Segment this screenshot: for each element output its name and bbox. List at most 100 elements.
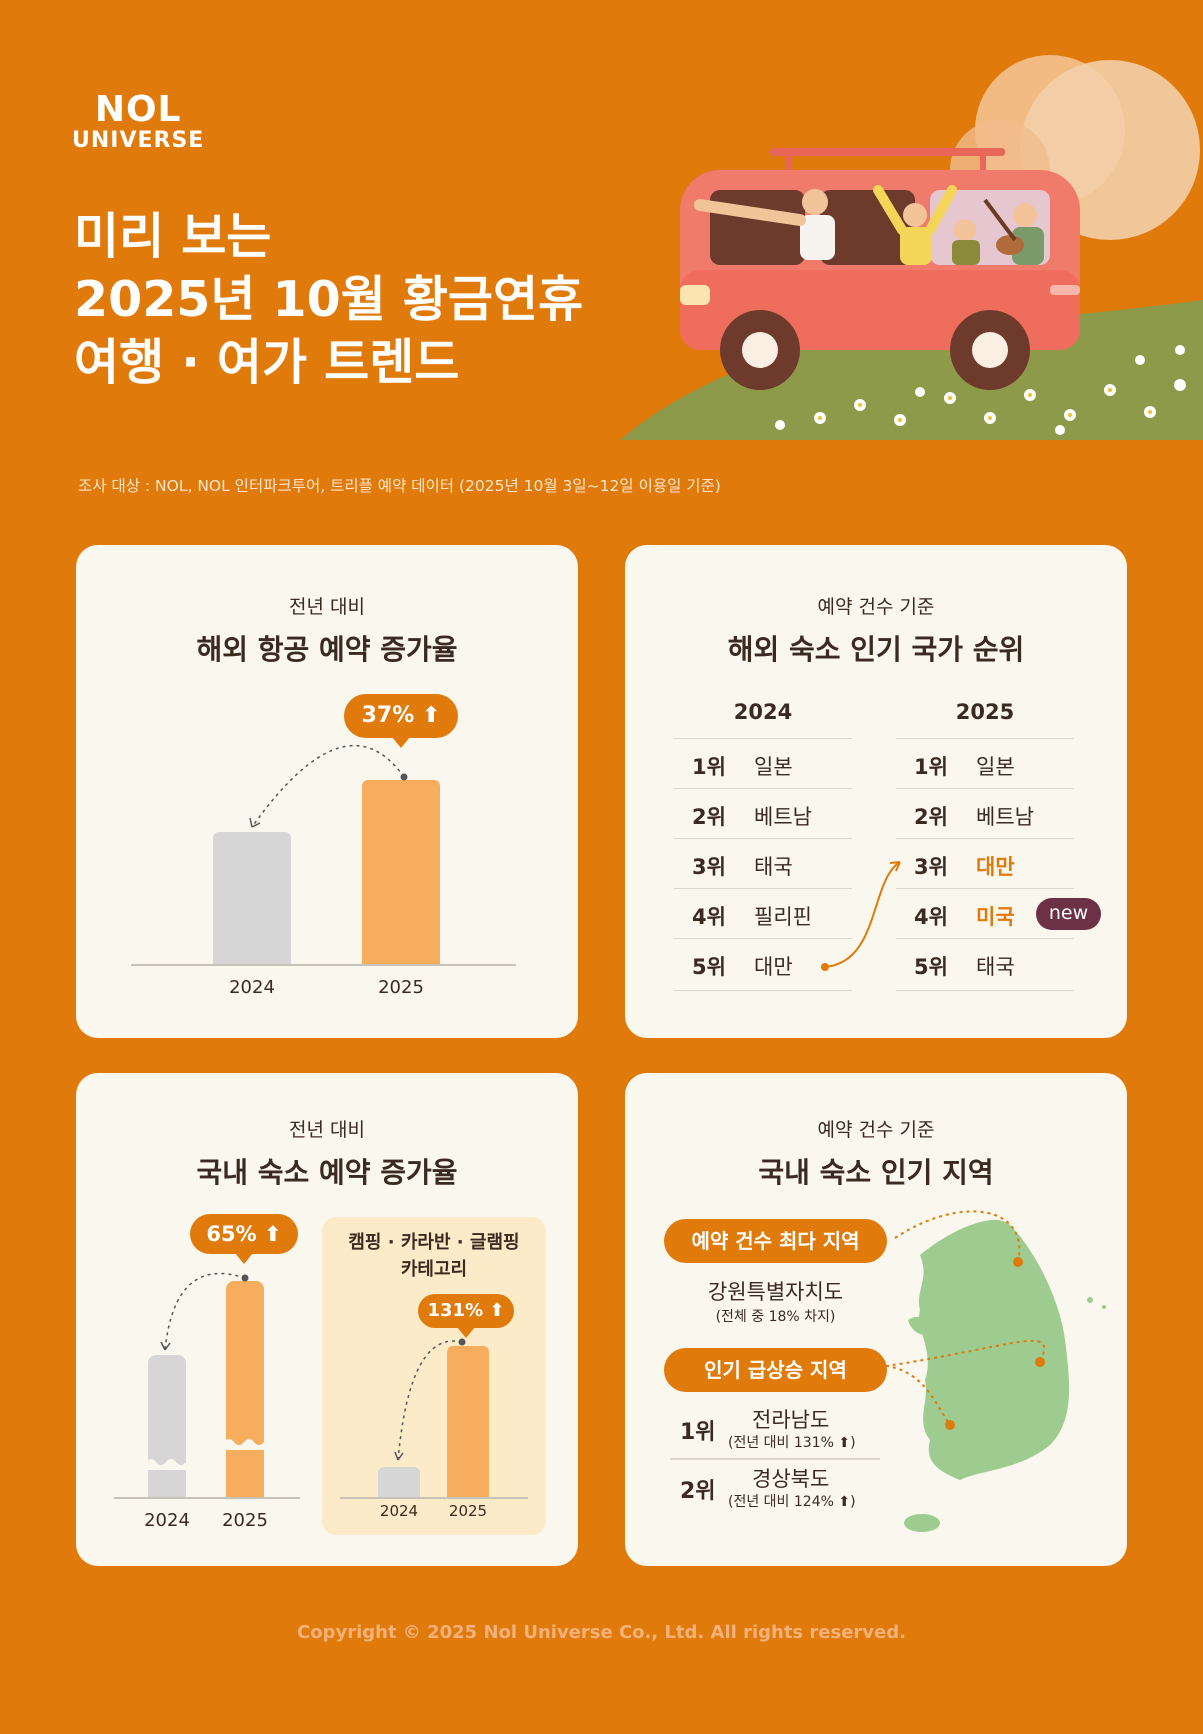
arrow-up-icon: ⬆	[421, 703, 441, 728]
note-close: )	[850, 1435, 856, 1451]
title-line3: 여행 · 여가 트렌드	[74, 334, 460, 391]
new-badge: new	[1036, 898, 1101, 930]
xlabel-2024: 2024	[144, 1510, 190, 1531]
camping-title-line1: 캠핑 · 카라반 · 글램핑	[348, 1232, 520, 1253]
rank-label: 1위	[914, 755, 948, 779]
ranking-2025-row: 4위 미국	[896, 888, 1074, 938]
country-name: 베트남	[976, 805, 1034, 829]
camping-category-box: 캠핑 · 카라반 · 글램핑 카테고리	[322, 1217, 546, 1535]
rank-label: 4위	[914, 905, 948, 929]
bar-2025	[362, 780, 440, 965]
arrow-up-icon: ⬆	[838, 1435, 851, 1451]
growth-arrow-curve	[249, 744, 408, 828]
ranking-2024-row: 2위 베트남	[674, 788, 852, 838]
bar-2025	[226, 1281, 264, 1498]
arrow-up-icon: ⬆	[489, 1300, 505, 1321]
rank-label: 5위	[692, 955, 726, 979]
bar-2024	[213, 832, 291, 965]
top-region-label: 예약 건수 최다 지역	[664, 1219, 887, 1263]
copyright-text: Copyright © 2025 Nol Universe Co., Ltd. …	[297, 1622, 906, 1643]
camping-xlabel-2024: 2024	[379, 1502, 419, 1520]
country-name: 베트남	[754, 805, 812, 829]
camping-bar-2024	[378, 1467, 420, 1498]
arrow-up-icon: ⬆	[263, 1222, 282, 1246]
logo-line1: NOL	[94, 89, 182, 130]
rising-region-name-1: 전라남도	[752, 1408, 830, 1432]
rising-note-text: (전년 대비 124%	[728, 1494, 834, 1510]
nol-universe-logo: NOL UNIVERSE	[72, 92, 204, 152]
rising-region-note-1: (전년 대비 131% ⬆)	[728, 1432, 856, 1452]
growth-badge: 65% ⬆	[190, 1214, 298, 1264]
rank-label: 4위	[692, 905, 726, 929]
top-region-note: (전체 중 18% 차지)	[715, 1309, 836, 1325]
rank-label: 1위	[692, 755, 726, 779]
camping-growth-badge: 131% ⬆	[418, 1294, 514, 1338]
card1-subtitle: 전년 대비	[289, 596, 365, 618]
rank-label: 3위	[914, 855, 948, 879]
card2-subtitle: 예약 건수 기준	[817, 596, 935, 618]
ranking-2025-row: 1위 일본	[896, 738, 1074, 788]
ranking-2024-row: 4위 필리핀	[674, 888, 852, 938]
country-name-highlight: 미국	[976, 905, 1015, 929]
rank-label: 2위	[692, 805, 726, 829]
top-region: 강원특별자치도 (전체 중 18% 차지)	[664, 1276, 887, 1326]
country-name-highlight: 대만	[976, 855, 1015, 879]
country-name: 태국	[976, 955, 1015, 979]
rank-label: 2위	[914, 805, 948, 829]
ranking-2025-row: 2위 베트남	[896, 788, 1074, 838]
growth-badge-value: 65%	[206, 1222, 257, 1246]
title-line1: 미리 보는	[74, 208, 272, 265]
xlabel-2025: 2025	[222, 1510, 268, 1531]
card4-subtitle: 예약 건수 기준	[817, 1119, 935, 1141]
camping-growth-value: 131%	[427, 1300, 484, 1321]
country-name: 일본	[976, 755, 1015, 779]
country-name: 일본	[754, 755, 793, 779]
growth-badge: 37% ⬆	[344, 694, 458, 748]
ranking-divider	[896, 990, 1074, 991]
xlabel-2024: 2024	[229, 977, 275, 998]
country-name: 태국	[754, 855, 793, 879]
rising-region-label: 인기 급상승 지역	[664, 1348, 887, 1392]
xlabel-2025: 2025	[378, 977, 424, 998]
rising-rank-1: 1위	[680, 1420, 716, 1445]
ranking-2025-row: 3위 대만	[896, 838, 1074, 888]
card1-title: 해외 항공 예약 증가율	[196, 633, 458, 666]
country-name: 대만	[754, 955, 793, 979]
rank-label: 3위	[692, 855, 726, 879]
ranking-2025-header: 2025	[955, 700, 1015, 724]
card2-title: 해외 숙소 인기 국가 순위	[727, 633, 1025, 666]
ranking-divider	[674, 990, 852, 991]
camping-bar-2025	[447, 1346, 489, 1498]
rising-rank-2: 2위	[680, 1479, 716, 1504]
bar-2024	[148, 1355, 186, 1498]
camping-x-axis	[340, 1497, 528, 1499]
ranking-2024-header: 2024	[733, 700, 793, 724]
card-overseas-flight-growth: 전년 대비 해외 항공 예약 증가율 2024 2025 37% ⬆	[76, 545, 578, 1038]
country-name: 필리핀	[754, 905, 812, 929]
rising-region-note-2: (전년 대비 124% ⬆)	[728, 1491, 856, 1511]
camping-xlabel-2025: 2025	[448, 1502, 488, 1520]
region-divider	[670, 1458, 880, 1460]
ranking-2024-row: 1위 일본	[674, 738, 852, 788]
rising-note-text: (전년 대비 131%	[728, 1435, 834, 1451]
rising-region-name-2: 경상북도	[752, 1467, 830, 1491]
ranking-2025-row: 5위 태국	[896, 938, 1074, 988]
survey-note: 조사 대상 : NOL, NOL 인터파크투어, 트리플 예약 데이터 (202…	[78, 477, 721, 495]
x-axis	[114, 1497, 300, 1499]
van-travel-illustration	[620, 55, 1203, 440]
ranking-2024-row: 5위 대만	[674, 938, 852, 988]
camping-category-title: 캠핑 · 카라반 · 글램핑 카테고리	[322, 1229, 546, 1283]
logo-line2: UNIVERSE	[72, 128, 205, 153]
rank-label: 5위	[914, 955, 948, 979]
title-line2: 2025년 10월 황금연휴	[74, 271, 584, 328]
note-close: )	[850, 1494, 856, 1510]
arrow-up-icon: ⬆	[838, 1494, 851, 1510]
growth-badge-value: 37%	[361, 703, 415, 728]
top-region-name: 강원특별자치도	[707, 1280, 844, 1304]
ranking-2024-row: 3위 태국	[674, 838, 852, 888]
card3-title: 국내 숙소 예약 증가율	[196, 1156, 458, 1189]
card3-subtitle: 전년 대비	[289, 1119, 365, 1141]
camping-title-line2: 카테고리	[400, 1259, 468, 1280]
page-title: 미리 보는 2025년 10월 황금연휴 여행 · 여가 트렌드	[74, 205, 583, 394]
